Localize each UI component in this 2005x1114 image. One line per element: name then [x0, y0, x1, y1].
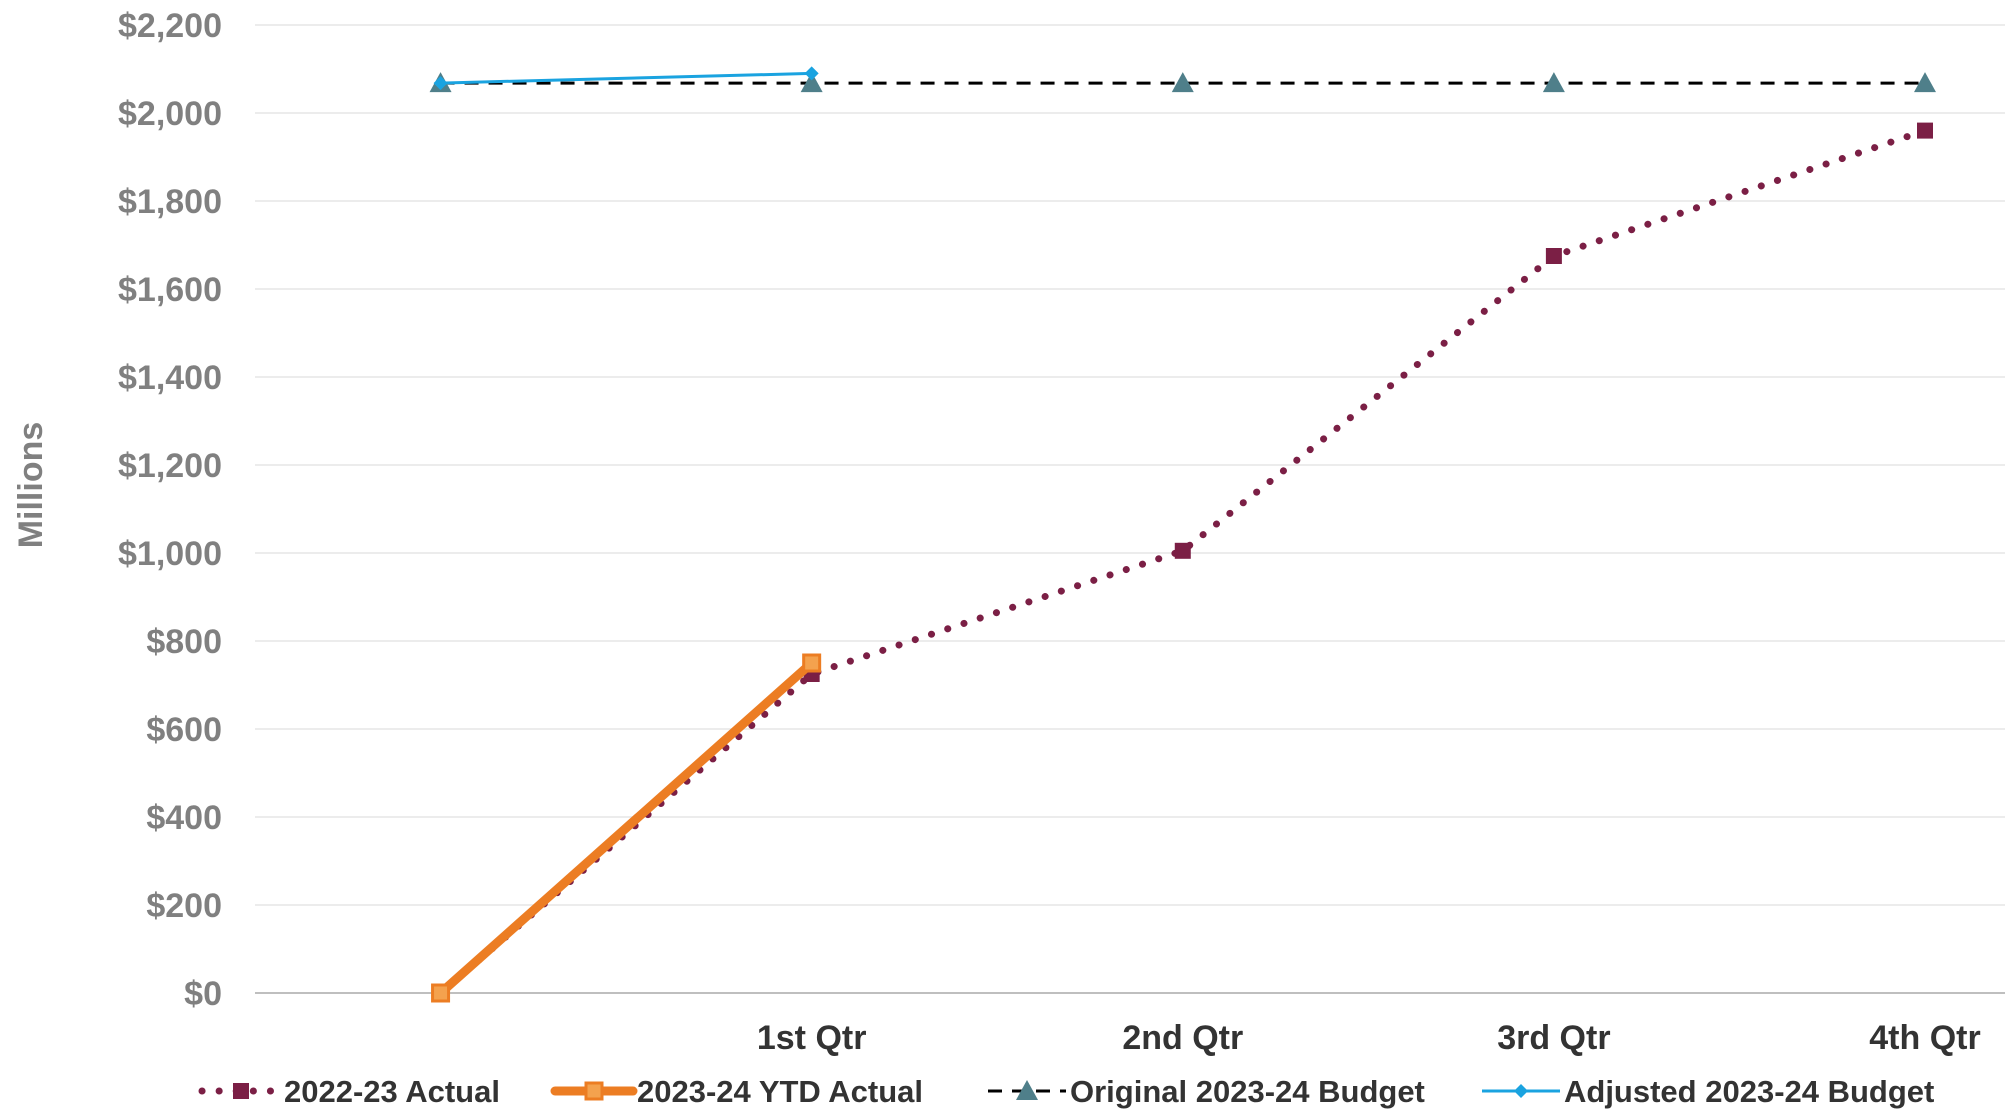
legend-item: 2023-24 YTD Actual — [550, 1074, 923, 1109]
legend-item: Adjusted 2023-24 Budget — [1482, 1074, 1934, 1109]
y-axis-ticks: $0 $200 $400 $600 $800 $1,000 $1,200 $1,400 $1,6… — [118, 7, 222, 1013]
series-2 — [429, 72, 1936, 93]
y-tick-label: $1,400 — [118, 359, 222, 397]
x-tick-label: 3rd Qtr — [1497, 1019, 1610, 1057]
x-tick-label: 1st Qtr — [757, 1019, 867, 1057]
y-tick-label: $1,600 — [118, 271, 222, 309]
data-point — [1545, 248, 1562, 264]
y-tick-label: $2,200 — [118, 7, 222, 45]
y-tick-label: $600 — [146, 711, 222, 749]
data-point — [1914, 72, 1936, 93]
legend-label: 2022-23 Actual — [284, 1074, 500, 1109]
data-point — [431, 983, 451, 1003]
legend-label: Adjusted 2023-24 Budget — [1564, 1074, 1934, 1109]
y-tick-label: $1,800 — [118, 183, 222, 221]
legend-marker — [233, 1083, 249, 1099]
data-point — [433, 76, 448, 91]
legend-item: Original 2023-24 Budget — [988, 1074, 1425, 1109]
legend-marker — [1514, 1084, 1528, 1098]
y-axis-title: Millions — [12, 422, 50, 549]
data-point — [1542, 72, 1565, 93]
data-point — [800, 72, 823, 93]
legend-label: 2023-24 YTD Actual — [637, 1074, 923, 1109]
legend-label: Original 2023-24 Budget — [1070, 1074, 1425, 1109]
series-0 — [432, 122, 1933, 1001]
x-tick-label: 2nd Qtr — [1122, 1019, 1243, 1057]
series — [429, 66, 1936, 1003]
legend-marker — [584, 1081, 604, 1101]
y-tick-label: $800 — [146, 623, 222, 661]
legend: 2022-23 Actual 2023-24 YTD Actual Original… — [198, 1074, 1934, 1109]
y-tick-label: $2,000 — [118, 95, 222, 133]
series-1 — [431, 653, 822, 1003]
data-point — [1171, 72, 1194, 93]
x-axis-ticks: 1st Qtr 2nd Qtr 3rd Qtr 4th Qtr — [757, 1019, 1981, 1057]
y-tick-label: $1,000 — [118, 535, 222, 573]
y-tick-label: $1,200 — [118, 447, 222, 485]
data-point — [1174, 542, 1191, 559]
y-tick-label: $0 — [184, 975, 222, 1013]
gridlines — [255, 24, 2005, 994]
data-point — [1917, 122, 1933, 139]
legend-marker — [1016, 1080, 1038, 1100]
series-line — [437, 127, 1929, 997]
y-tick-label: $200 — [146, 887, 222, 925]
y-tick-label: $400 — [146, 799, 222, 837]
series-3 — [433, 66, 819, 91]
data-point — [804, 66, 819, 81]
series-line — [436, 658, 817, 998]
legend-item: 2022-23 Actual — [198, 1074, 500, 1109]
data-point — [802, 653, 822, 673]
series-line — [440, 71, 812, 85]
x-tick-label: 4th Qtr — [1869, 1019, 1980, 1057]
